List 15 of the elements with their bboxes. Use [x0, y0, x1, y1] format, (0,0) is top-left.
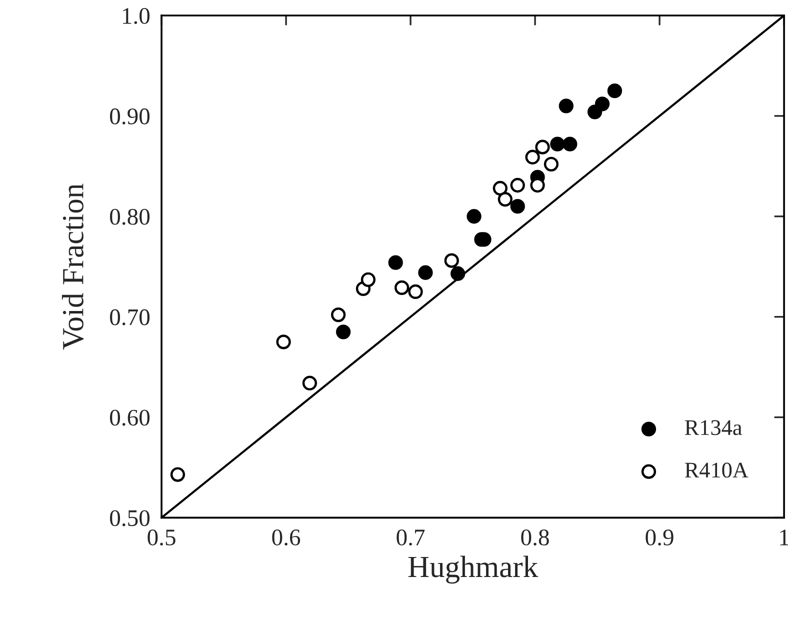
y-tick-label: 0.80 [110, 208, 150, 225]
x-tick-label: 0.9 [646, 529, 674, 546]
x-tick-label: 0.5 [148, 529, 176, 546]
y-axis-title: Void Fraction [62, 184, 84, 350]
x-tick-label: 0.6 [272, 529, 300, 546]
x-tick-label: 0.7 [396, 529, 425, 546]
legend-label: R410A [684, 462, 748, 478]
y-tick-label: 0.90 [110, 108, 150, 124]
x-axis-title: Hughmark [408, 556, 538, 584]
y-tick-label: 0.70 [110, 309, 150, 326]
y-tick-label: 1.0 [122, 8, 150, 24]
x-tick-label: 0.8 [521, 529, 549, 546]
y-tick-label: 0.50 [110, 510, 150, 526]
y-tick-label: 0.60 [110, 410, 150, 426]
legend-label: R134a [684, 420, 742, 436]
